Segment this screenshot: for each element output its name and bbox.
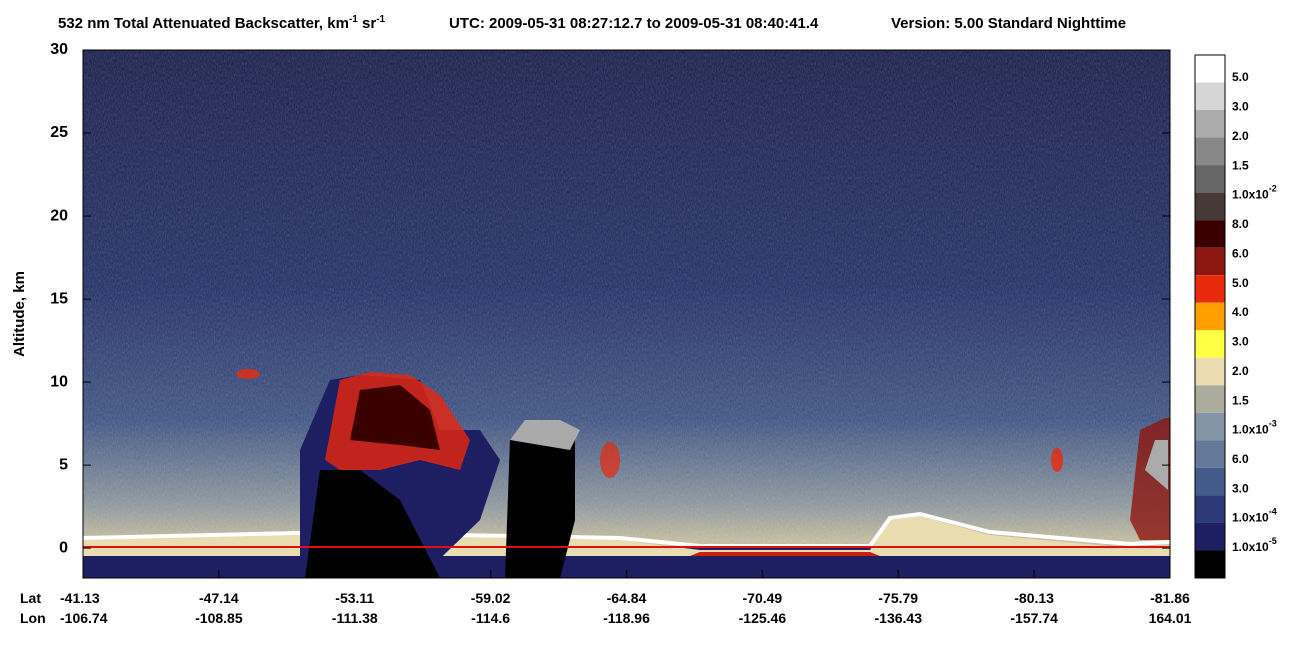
colorbar-label: 1.5 <box>1232 393 1249 407</box>
lat-label: -47.14 <box>199 590 239 606</box>
colorbar-label: 3.0 <box>1232 100 1249 114</box>
lat-label: -80.13 <box>1014 590 1054 606</box>
lat-label: -70.49 <box>743 590 783 606</box>
colorbar-swatch <box>1195 55 1225 83</box>
lat-label: -75.79 <box>878 590 918 606</box>
colorbar-swatch <box>1195 137 1225 166</box>
colorbar-swatch <box>1195 522 1225 551</box>
colorbar-label-base: 1.0x10 <box>1232 423 1269 437</box>
colorbar-label: 8.0 <box>1232 217 1249 231</box>
y-tick-label: 5 <box>59 456 68 473</box>
colorbar-swatch <box>1195 220 1225 248</box>
colorbar-label: 4.0 <box>1232 305 1249 319</box>
y-tick-label: 10 <box>50 373 68 390</box>
colorbar-swatch <box>1195 192 1225 221</box>
lat-label: -53.11 <box>335 590 374 606</box>
colorbar-label: 3.0 <box>1232 335 1249 349</box>
utc-range: UTC: 2009-05-31 08:27:12.7 to 2009-05-31… <box>449 15 819 32</box>
x-row-label: Lat <box>20 590 41 606</box>
colorbar-label-exp: -2 <box>1269 184 1277 194</box>
y-tick-label: 15 <box>50 290 68 307</box>
colorbar-label: 2.0 <box>1232 364 1249 378</box>
colorbar-swatch <box>1195 495 1225 523</box>
y-tick-label: 30 <box>50 41 68 58</box>
lat-label: -81.86 <box>1150 590 1190 606</box>
colorbar-swatch <box>1195 82 1225 111</box>
lon-label: -111.38 <box>332 610 378 626</box>
chart-title: 532 nm Total Attenuated Backscatter, km-… <box>58 14 386 32</box>
y-tick-label: 0 <box>59 539 68 556</box>
colorbar-label-exp: -4 <box>1269 507 1277 517</box>
colorbar-label-base: 1.0x10 <box>1232 540 1269 554</box>
lat-label: -59.02 <box>471 590 511 606</box>
colorbar-label: 5.0 <box>1232 70 1249 84</box>
colorbar-label: 1.0x10-4 <box>1232 507 1277 525</box>
lon-label: -125.46 <box>739 610 787 626</box>
lon-label: -108.85 <box>195 610 243 626</box>
colorbar-label: 1.0x10-3 <box>1232 419 1277 437</box>
colorbar-swatch <box>1195 385 1225 413</box>
lat-label: -41.13 <box>60 590 100 606</box>
colorbar-swatch <box>1195 357 1225 386</box>
y-tick-label: 25 <box>50 124 68 141</box>
colorbar-label: 2.0 <box>1232 129 1249 143</box>
colorbar-swatch <box>1195 275 1225 303</box>
colorbar-swatch <box>1195 165 1225 193</box>
colorbar-swatch <box>1195 467 1225 496</box>
colorbar-label: 1.0x10-5 <box>1232 536 1277 554</box>
lat-label: -64.84 <box>607 590 647 606</box>
colorbar-frame <box>1194 54 1226 579</box>
colorbar-label: 5.0 <box>1232 276 1249 290</box>
colorbar-label: 3.0 <box>1232 481 1249 495</box>
colorbar-label-base: 1.0x10 <box>1232 511 1269 525</box>
colorbar-swatch <box>1195 550 1225 578</box>
lon-label: -114.6 <box>471 610 510 626</box>
lon-label: -157.74 <box>1010 610 1058 626</box>
colorbar-swatch <box>1195 412 1225 441</box>
colorbar-swatch <box>1195 302 1225 331</box>
lon-label: -136.43 <box>875 610 923 626</box>
colorbar-label-exp: -5 <box>1269 536 1277 546</box>
x-row-label: Lon <box>20 610 46 626</box>
colorbar-label: 1.0x10-2 <box>1232 184 1277 202</box>
colorbar-label: 6.0 <box>1232 246 1249 260</box>
colorbar-label: 1.5 <box>1232 158 1249 172</box>
colorbar-swatch <box>1195 110 1225 138</box>
colorbar-swatch <box>1195 330 1225 358</box>
version: Version: 5.00 Standard Nighttime <box>891 15 1126 32</box>
colorbar-label-base: 1.0x10 <box>1232 188 1269 202</box>
y-axis-label: Altitude, km <box>11 271 28 357</box>
colorbar-label: 6.0 <box>1232 452 1249 466</box>
backscatter-image <box>83 50 1170 578</box>
y-tick-label: 20 <box>50 207 68 224</box>
lon-label: -106.74 <box>60 610 108 626</box>
colorbar-label-exp: -3 <box>1269 419 1277 429</box>
lon-label: 164.01 <box>1149 610 1192 626</box>
lon-label: -118.96 <box>603 610 650 626</box>
colorbar-swatch <box>1195 247 1225 276</box>
colorbar-swatch <box>1195 440 1225 468</box>
